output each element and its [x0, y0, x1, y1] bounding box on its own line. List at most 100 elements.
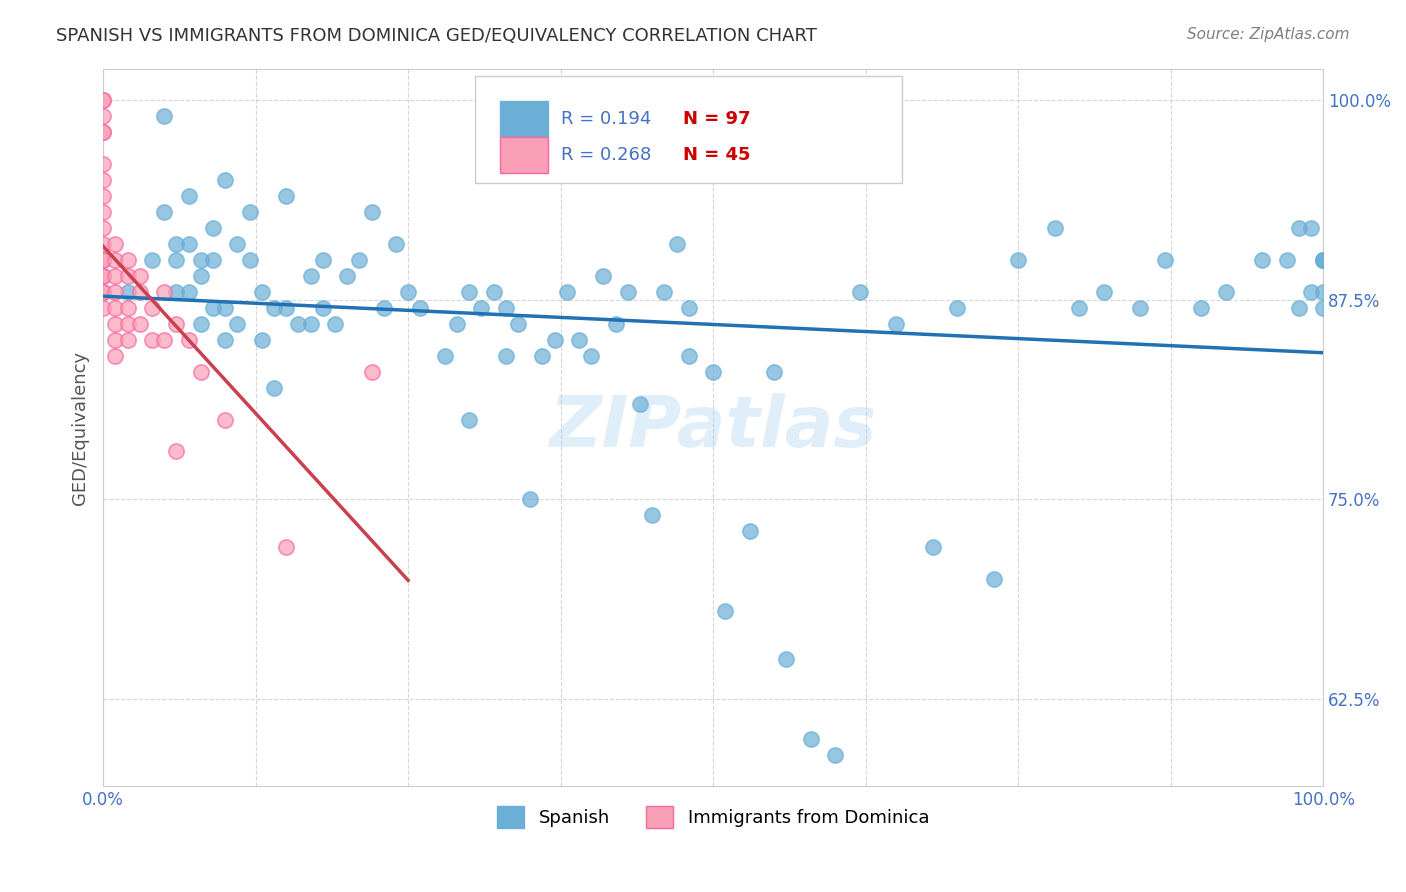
Spanish	[299, 317, 322, 331]
Y-axis label: GED/Equivalency: GED/Equivalency	[72, 351, 89, 505]
Spanish	[312, 301, 335, 315]
Spanish	[1153, 252, 1175, 267]
Text: N = 97: N = 97	[683, 110, 751, 128]
Text: N = 45: N = 45	[683, 145, 751, 163]
Spanish	[276, 301, 298, 315]
Spanish	[238, 252, 260, 267]
Spanish	[190, 252, 212, 267]
Immigrants from Dominica	[91, 237, 114, 252]
Spanish	[1215, 285, 1237, 299]
Immigrants from Dominica	[104, 333, 127, 347]
Immigrants from Dominica	[91, 189, 114, 203]
Immigrants from Dominica	[214, 412, 236, 426]
Spanish	[165, 285, 187, 299]
Spanish	[323, 317, 346, 331]
Spanish	[287, 317, 309, 331]
Spanish	[190, 268, 212, 283]
Spanish	[141, 252, 163, 267]
Spanish	[336, 268, 359, 283]
Spanish	[226, 317, 249, 331]
Immigrants from Dominica	[141, 301, 163, 315]
Text: ZIPatlas: ZIPatlas	[550, 393, 877, 462]
Spanish	[1299, 285, 1322, 299]
Spanish	[628, 396, 651, 410]
Spanish	[848, 285, 870, 299]
Spanish	[1129, 301, 1152, 315]
Immigrants from Dominica	[190, 365, 212, 379]
Spanish	[555, 285, 578, 299]
Immigrants from Dominica	[276, 540, 298, 554]
Immigrants from Dominica	[91, 252, 114, 267]
Spanish	[1312, 252, 1334, 267]
Immigrants from Dominica	[117, 301, 139, 315]
Spanish	[519, 492, 541, 507]
Text: SPANISH VS IMMIGRANTS FROM DOMINICA GED/EQUIVALENCY CORRELATION CHART: SPANISH VS IMMIGRANTS FROM DOMINICA GED/…	[56, 27, 817, 45]
Spanish	[946, 301, 969, 315]
Text: R = 0.194: R = 0.194	[561, 110, 651, 128]
Spanish	[458, 412, 481, 426]
Immigrants from Dominica	[91, 205, 114, 219]
Spanish	[775, 652, 797, 666]
Spanish	[763, 365, 786, 379]
Spanish	[1275, 252, 1298, 267]
Immigrants from Dominica	[91, 157, 114, 171]
Spanish	[1288, 301, 1310, 315]
Spanish	[1043, 221, 1066, 235]
Spanish	[884, 317, 907, 331]
Spanish	[373, 301, 395, 315]
Spanish	[312, 252, 335, 267]
Immigrants from Dominica	[165, 317, 187, 331]
Spanish	[1288, 221, 1310, 235]
Text: Source: ZipAtlas.com: Source: ZipAtlas.com	[1187, 27, 1350, 42]
Immigrants from Dominica	[91, 268, 114, 283]
Spanish	[214, 333, 236, 347]
Spanish	[153, 205, 176, 219]
Spanish	[983, 572, 1005, 586]
FancyBboxPatch shape	[475, 76, 903, 184]
Immigrants from Dominica	[91, 94, 114, 108]
Spanish	[531, 349, 554, 363]
Spanish	[117, 285, 139, 299]
Immigrants from Dominica	[153, 285, 176, 299]
Spanish	[1189, 301, 1212, 315]
Immigrants from Dominica	[117, 252, 139, 267]
Spanish	[201, 221, 224, 235]
Immigrants from Dominica	[91, 285, 114, 299]
Immigrants from Dominica	[141, 333, 163, 347]
Immigrants from Dominica	[91, 125, 114, 139]
Spanish	[495, 301, 517, 315]
Immigrants from Dominica	[104, 237, 127, 252]
Immigrants from Dominica	[91, 285, 114, 299]
Spanish	[276, 189, 298, 203]
Spanish	[1007, 252, 1029, 267]
Spanish	[1312, 252, 1334, 267]
Spanish	[568, 333, 591, 347]
Spanish	[263, 381, 285, 395]
Spanish	[579, 349, 602, 363]
Spanish	[165, 237, 187, 252]
Spanish	[263, 301, 285, 315]
Spanish	[652, 285, 675, 299]
Immigrants from Dominica	[91, 94, 114, 108]
Spanish	[238, 205, 260, 219]
Spanish	[1069, 301, 1091, 315]
Spanish	[214, 173, 236, 187]
Spanish	[177, 189, 200, 203]
Spanish	[201, 301, 224, 315]
Spanish	[360, 205, 382, 219]
Immigrants from Dominica	[104, 252, 127, 267]
Immigrants from Dominica	[91, 301, 114, 315]
Spanish	[201, 252, 224, 267]
Immigrants from Dominica	[104, 285, 127, 299]
Spanish	[605, 317, 627, 331]
Spanish	[177, 285, 200, 299]
Spanish	[214, 301, 236, 315]
FancyBboxPatch shape	[499, 136, 548, 173]
Spanish	[678, 349, 700, 363]
Spanish	[349, 252, 371, 267]
Immigrants from Dominica	[104, 268, 127, 283]
Spanish	[543, 333, 565, 347]
Spanish	[1299, 221, 1322, 235]
Immigrants from Dominica	[177, 333, 200, 347]
Immigrants from Dominica	[91, 173, 114, 187]
